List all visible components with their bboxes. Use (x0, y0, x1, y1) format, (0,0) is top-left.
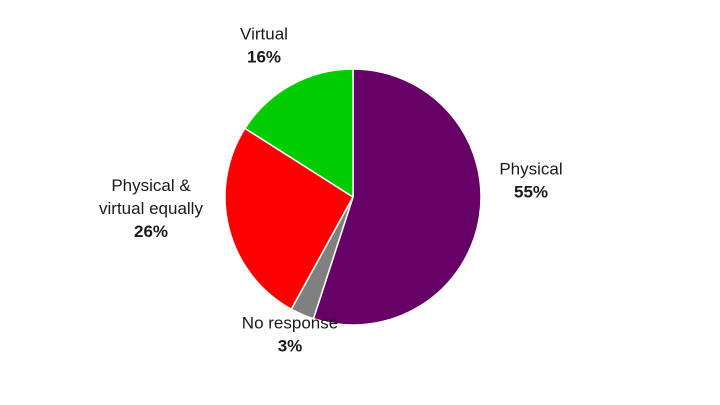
slice-label-line: virtual equally (99, 199, 203, 218)
pie-slice-physical (312, 68, 482, 326)
slice-value-physical: 55% (514, 183, 548, 202)
pie-labels: Physical 55% No response 3% Physical & virtua… (99, 25, 563, 356)
slice-value-physical-virtual-equally: 26% (134, 222, 168, 241)
slice-label-virtual: Virtual 16% (240, 25, 288, 67)
slice-label-line: Physical & (111, 176, 191, 195)
slice-label-physical-virtual-equally: Physical & virtual equally 26% (99, 176, 203, 241)
slice-label-line: Physical (499, 160, 562, 179)
pie-slice-physical-virtual-equally (224, 127, 354, 310)
pie-slices (224, 68, 482, 326)
slice-label-physical: Physical 55% (499, 160, 562, 202)
slice-value-no-response: 3% (278, 337, 303, 356)
slice-value-virtual: 16% (247, 48, 281, 67)
slice-label-line: No response (242, 314, 338, 333)
slice-label-line: Virtual (240, 25, 288, 44)
pie-slice-virtual (244, 68, 354, 198)
slice-label-no-response: No response 3% (242, 314, 338, 356)
